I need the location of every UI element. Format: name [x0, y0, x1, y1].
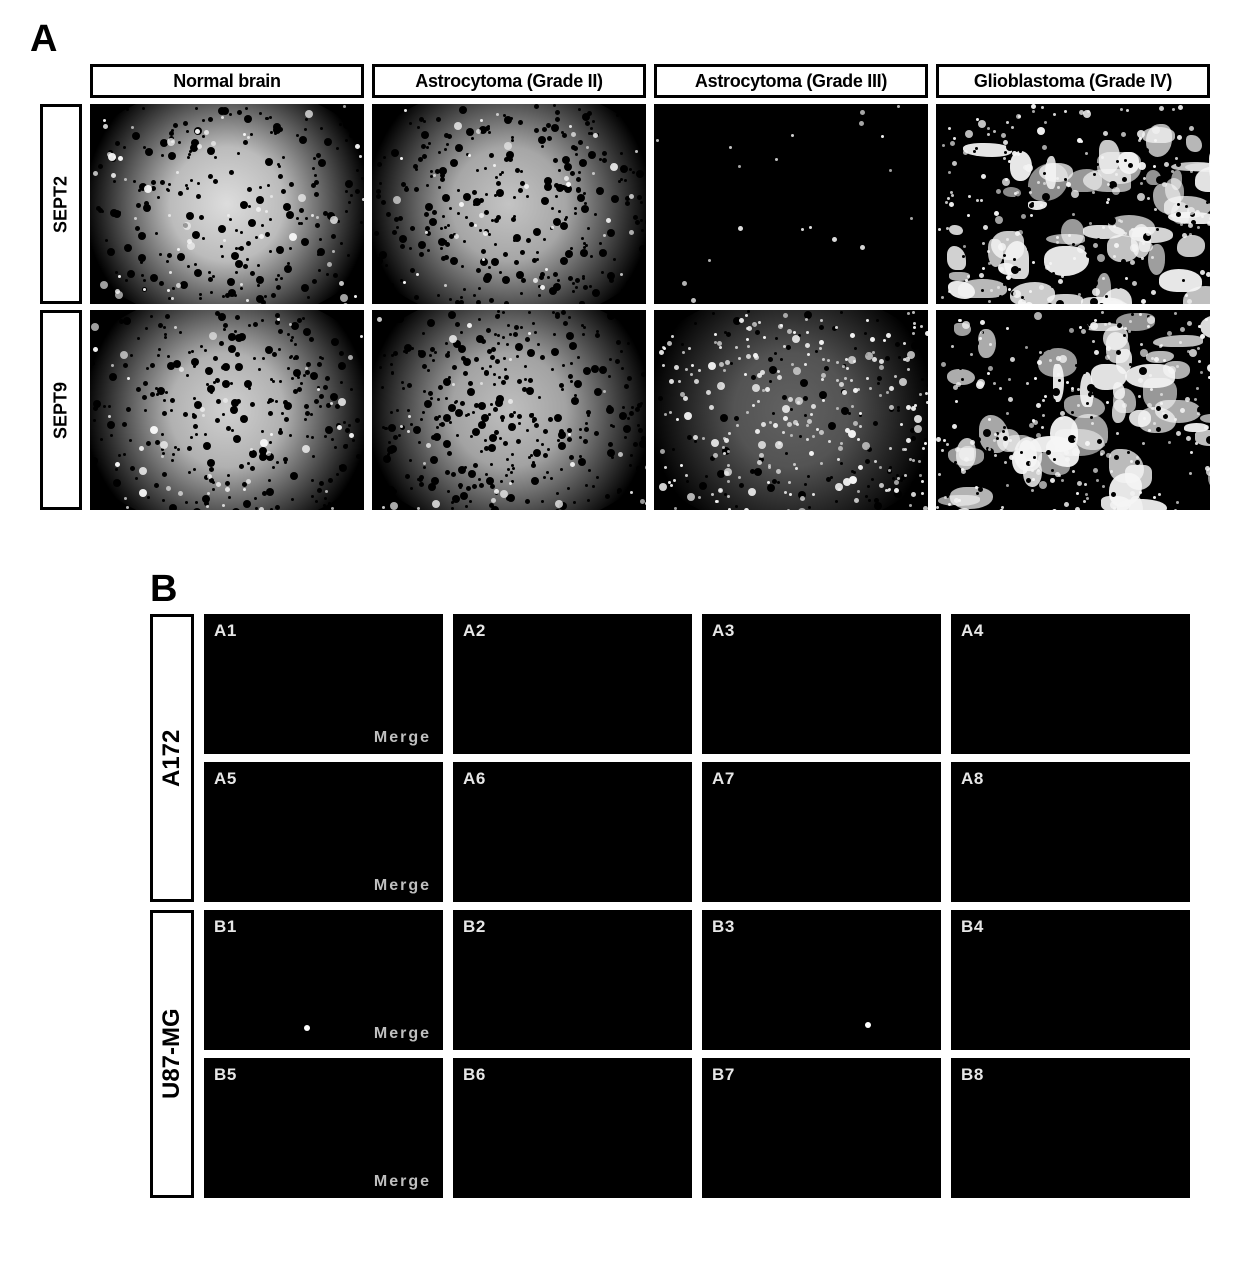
merge-label: Merge — [374, 877, 431, 895]
panel-b-letter: B — [150, 570, 1190, 608]
cell-tag: B1 — [214, 917, 237, 937]
panel-a: A Normal brain Astrocytoma (Grade II) As… — [30, 20, 1210, 510]
merge-label: Merge — [374, 729, 431, 747]
micrograph-sept2-normal — [90, 104, 364, 304]
cell-tag: B4 — [961, 917, 984, 937]
fluor-speck — [865, 1022, 871, 1028]
cell-tag: A5 — [214, 769, 237, 789]
cell-tag: A4 — [961, 621, 984, 641]
fluor-a8: A8 — [951, 762, 1190, 902]
fluor-a1: A1 Merge — [204, 614, 443, 754]
micrograph-sept9-normal — [90, 310, 364, 510]
fluor-b3: B3 — [702, 910, 941, 1050]
fluor-a7: A7 — [702, 762, 941, 902]
micrograph-sept9-grade2 — [372, 310, 646, 510]
micrograph-sept2-grade2 — [372, 104, 646, 304]
figure-root: A Normal brain Astrocytoma (Grade II) As… — [30, 20, 1210, 1198]
micrograph-sept9-grade4 — [936, 310, 1210, 510]
row-header-sept9: SEPT9 — [40, 310, 82, 510]
cell-tag: A1 — [214, 621, 237, 641]
col-header-astrocytoma-ii: Astrocytoma (Grade II) — [372, 64, 646, 98]
cell-tag: A6 — [463, 769, 486, 789]
fluor-b2: B2 — [453, 910, 692, 1050]
cell-tag: B2 — [463, 917, 486, 937]
cell-tag: B8 — [961, 1065, 984, 1085]
cell-tag: B3 — [712, 917, 735, 937]
fluor-a5: A5 Merge — [204, 762, 443, 902]
cell-tag: A2 — [463, 621, 486, 641]
cell-tag: A8 — [961, 769, 984, 789]
micrograph-sept2-grade3 — [654, 104, 928, 304]
cell-tag: A7 — [712, 769, 735, 789]
panel-a-letter: A — [30, 20, 1210, 58]
fluor-a3: A3 — [702, 614, 941, 754]
fluor-b7: B7 — [702, 1058, 941, 1198]
cell-tag: A3 — [712, 621, 735, 641]
col-header-astrocytoma-iii: Astrocytoma (Grade III) — [654, 64, 928, 98]
fluor-a4: A4 — [951, 614, 1190, 754]
row-header-u87mg: U87-MG — [150, 910, 194, 1198]
col-header-glioblastoma-iv: Glioblastoma (Grade IV) — [936, 64, 1210, 98]
panel-a-grid: Normal brain Astrocytoma (Grade II) Astr… — [40, 64, 1210, 510]
fluor-a6: A6 — [453, 762, 692, 902]
row-header-a172: A172 — [150, 614, 194, 902]
fluor-speck — [304, 1025, 310, 1031]
merge-label: Merge — [374, 1173, 431, 1191]
panel-b-grid: A172 A1 Merge A2 A3 A4 A5 Merge A6 A7 A8… — [150, 614, 1190, 1198]
fluor-b5: B5 Merge — [204, 1058, 443, 1198]
panel-b: B A172 A1 Merge A2 A3 A4 A5 Merge A6 A7 … — [150, 570, 1190, 1198]
fluor-a2: A2 — [453, 614, 692, 754]
cell-tag: B5 — [214, 1065, 237, 1085]
fluor-b4: B4 — [951, 910, 1190, 1050]
row-header-sept2: SEPT2 — [40, 104, 82, 304]
panel-a-corner — [40, 64, 82, 98]
cell-tag: B7 — [712, 1065, 735, 1085]
merge-label: Merge — [374, 1025, 431, 1043]
fluor-b6: B6 — [453, 1058, 692, 1198]
col-header-normal-brain: Normal brain — [90, 64, 364, 98]
micrograph-sept9-grade3 — [654, 310, 928, 510]
fluor-b1: B1 Merge — [204, 910, 443, 1050]
micrograph-sept2-grade4 — [936, 104, 1210, 304]
fluor-b8: B8 — [951, 1058, 1190, 1198]
cell-tag: B6 — [463, 1065, 486, 1085]
